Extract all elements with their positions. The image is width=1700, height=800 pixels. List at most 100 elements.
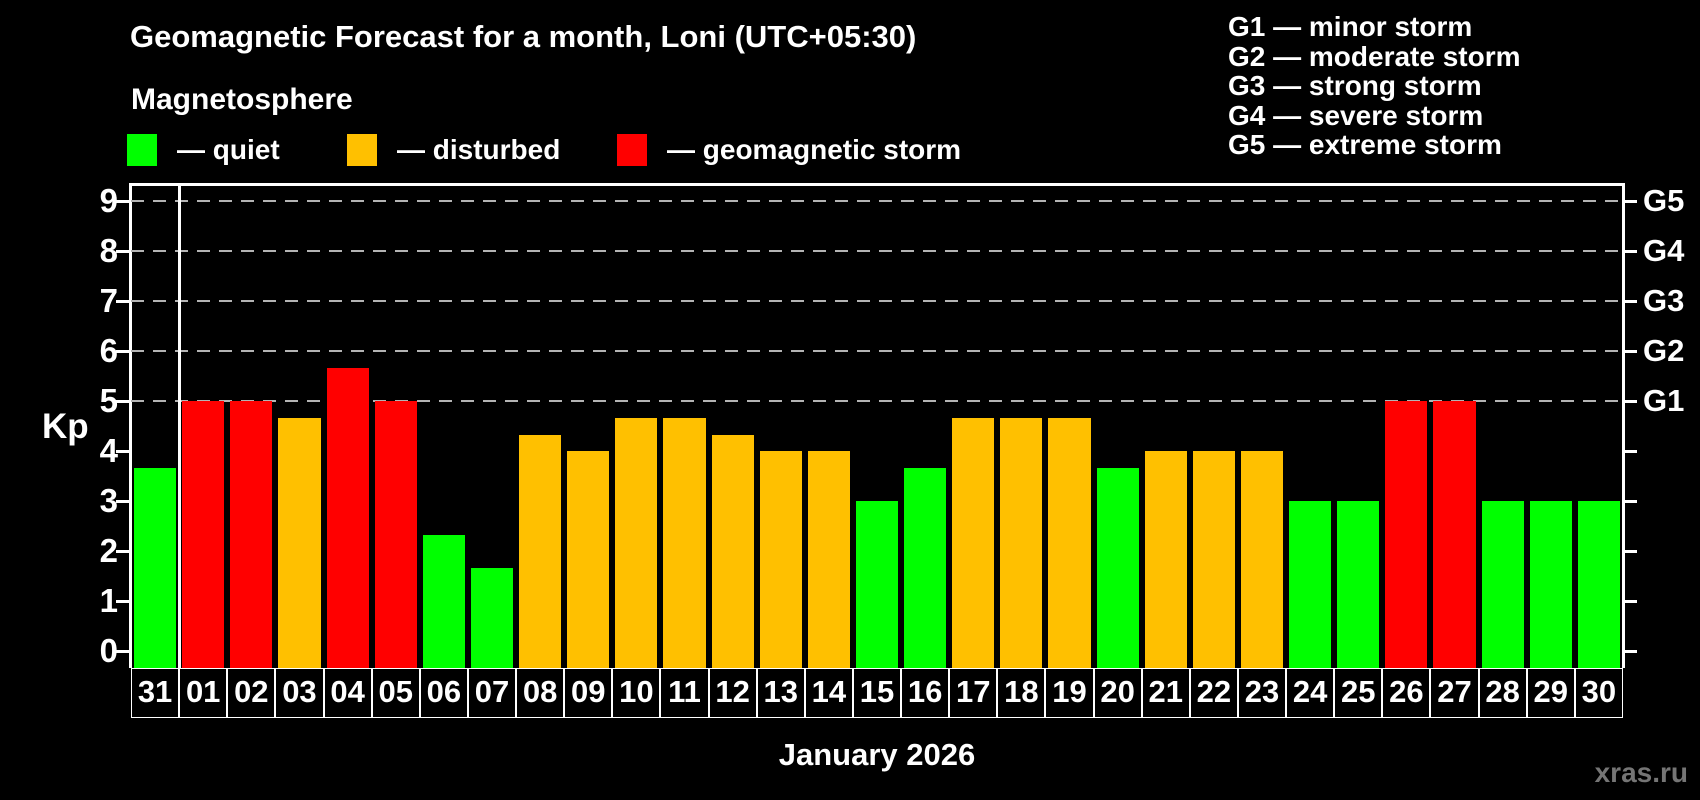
y-tick-left-7	[116, 299, 130, 303]
kp-bar-day-09	[567, 451, 610, 668]
x-axis-day-label-23: 23	[1237, 668, 1287, 718]
kp-bar-day-10	[615, 417, 658, 668]
legend-item-quiet: — quiet	[127, 133, 280, 167]
kp-bar-day-05	[374, 401, 417, 668]
right-axis-label-g3: G3	[1643, 283, 1685, 318]
y-tick-left-2	[116, 549, 130, 553]
x-axis-day-label-20: 20	[1093, 668, 1142, 718]
y-axis-line-right	[1622, 183, 1625, 668]
x-axis-title: January 2026	[778, 737, 976, 772]
kp-bar-day-20	[1096, 467, 1139, 668]
kp-bar-day-28	[1481, 501, 1524, 668]
kp-bar-day-01	[182, 401, 225, 668]
x-axis-day-label-19: 19	[1045, 668, 1094, 718]
x-axis-day-label-28: 28	[1478, 668, 1527, 718]
kp-bar-day-06	[422, 534, 465, 668]
x-axis-day-labels: 31 01 02 03 04 05 06 07 08 09 10 11 12 13 14 15 16 17 18 19…	[129, 668, 1625, 718]
g-legend-item-3: G3 — strong storm	[1228, 70, 1482, 101]
y-tick-left-8	[116, 249, 130, 253]
chart-title: Geomagnetic Forecast for a month, Loni (…	[130, 19, 917, 54]
x-axis-day-label-09: 09	[564, 668, 613, 718]
x-axis-day-label-25: 25	[1334, 668, 1383, 718]
y-axis-label-7: 7	[99, 282, 118, 319]
y-tick-right-5	[1623, 399, 1637, 403]
watermark: xras.ru	[1594, 757, 1688, 788]
x-axis-day-label-10: 10	[612, 668, 661, 718]
kp-bar-day-08	[519, 434, 562, 668]
gridline-kp5	[131, 400, 1623, 402]
kp-bar-day-19	[1048, 417, 1091, 668]
x-axis-day-label-14: 14	[804, 668, 853, 718]
kp-bar-day-11	[663, 417, 706, 668]
x-axis-day-label-06: 06	[419, 668, 468, 718]
y-tick-left-6	[116, 349, 130, 353]
y-axis-line-left	[129, 183, 132, 668]
y-tick-right-6	[1623, 349, 1637, 353]
kp-bar-day-30	[1577, 501, 1620, 668]
kp-bar-day-22	[1192, 451, 1235, 668]
right-axis-label-g4: G4	[1643, 233, 1685, 268]
y-tick-right-0	[1623, 649, 1637, 653]
g-legend-item-5: G5 — extreme storm	[1228, 129, 1502, 160]
g-legend-item-4: G4 — severe storm	[1228, 99, 1484, 131]
x-axis-day-label-21: 21	[1141, 668, 1190, 718]
x-axis-day-label-27: 27	[1430, 668, 1479, 718]
g-scale-legend: G1 — minor storm G2 — moderate storm G3 — …	[1228, 12, 1521, 160]
x-axis-day-label-12: 12	[708, 668, 757, 718]
x-axis-day-label-22: 22	[1189, 668, 1238, 718]
legend-label-disturbed: — disturbed	[397, 134, 561, 165]
x-axis-day-label-24: 24	[1286, 668, 1335, 718]
y-axis-label-5: 5	[99, 382, 118, 419]
kp-bar-day-17	[952, 417, 995, 668]
y-tick-right-2	[1623, 549, 1637, 553]
x-axis-day-label-31: 31	[131, 668, 180, 718]
kp-bar-day-12	[711, 434, 754, 668]
right-axis-label-g5: G5	[1643, 183, 1685, 218]
y-tick-right-1	[1623, 599, 1637, 603]
y-axis-label-0: 0	[99, 632, 118, 669]
g-legend-item-2: G2 — moderate storm	[1228, 40, 1521, 72]
kp-bar-day-13	[759, 451, 802, 668]
kp-bar-day-04	[326, 367, 369, 668]
x-axis-day-label-13: 13	[756, 668, 805, 718]
legend-swatch-storm-icon	[617, 134, 647, 166]
y-tick-right-4	[1623, 449, 1637, 453]
x-axis-day-label-02: 02	[227, 668, 276, 718]
x-axis-day-label-16: 16	[901, 668, 950, 718]
x-axis-day-label-07: 07	[467, 668, 517, 718]
plot-top-border	[129, 183, 1625, 186]
kp-bar-day-31	[134, 467, 177, 668]
legend-item-storm: — geomagnetic storm	[617, 133, 961, 167]
gridline-kp7	[131, 300, 1623, 302]
y-tick-left-1	[116, 599, 130, 603]
x-axis-day-label-18: 18	[997, 668, 1046, 718]
y-tick-left-0	[116, 649, 130, 653]
gridline-kp9	[131, 200, 1623, 202]
y-axis-label-9: 9	[99, 182, 118, 219]
kp-bar-day-29	[1529, 501, 1572, 668]
plot-area	[131, 183, 1623, 668]
kp-bar-day-27	[1433, 401, 1476, 668]
right-axis-label-g2: G2	[1643, 333, 1685, 368]
kp-bar-day-16	[904, 467, 947, 668]
y-axis-label-2: 2	[99, 532, 118, 569]
legend-swatch-disturbed-icon	[347, 134, 377, 166]
x-axis-day-label-08: 08	[516, 668, 565, 718]
y-axis-label-4: 4	[99, 432, 118, 469]
x-axis-day-label-29: 29	[1526, 668, 1575, 718]
x-axis-day-label-01: 01	[179, 668, 228, 718]
legend-item-disturbed: — disturbed	[347, 133, 560, 167]
y-tick-right-9	[1623, 199, 1637, 203]
y-axis-label-3: 3	[99, 482, 118, 519]
y-tick-right-7	[1623, 299, 1637, 303]
y-tick-left-5	[116, 399, 130, 403]
kp-bar-day-15	[855, 501, 899, 668]
x-axis-day-label-30: 30	[1574, 668, 1623, 718]
x-axis-day-label-15: 15	[852, 668, 902, 718]
kp-bar-day-03	[278, 417, 321, 668]
y-axis-label-1: 1	[99, 582, 118, 619]
y-tick-left-3	[116, 499, 130, 503]
kp-bar-day-07	[470, 567, 514, 668]
chart-subtitle: Magnetosphere	[131, 83, 353, 116]
